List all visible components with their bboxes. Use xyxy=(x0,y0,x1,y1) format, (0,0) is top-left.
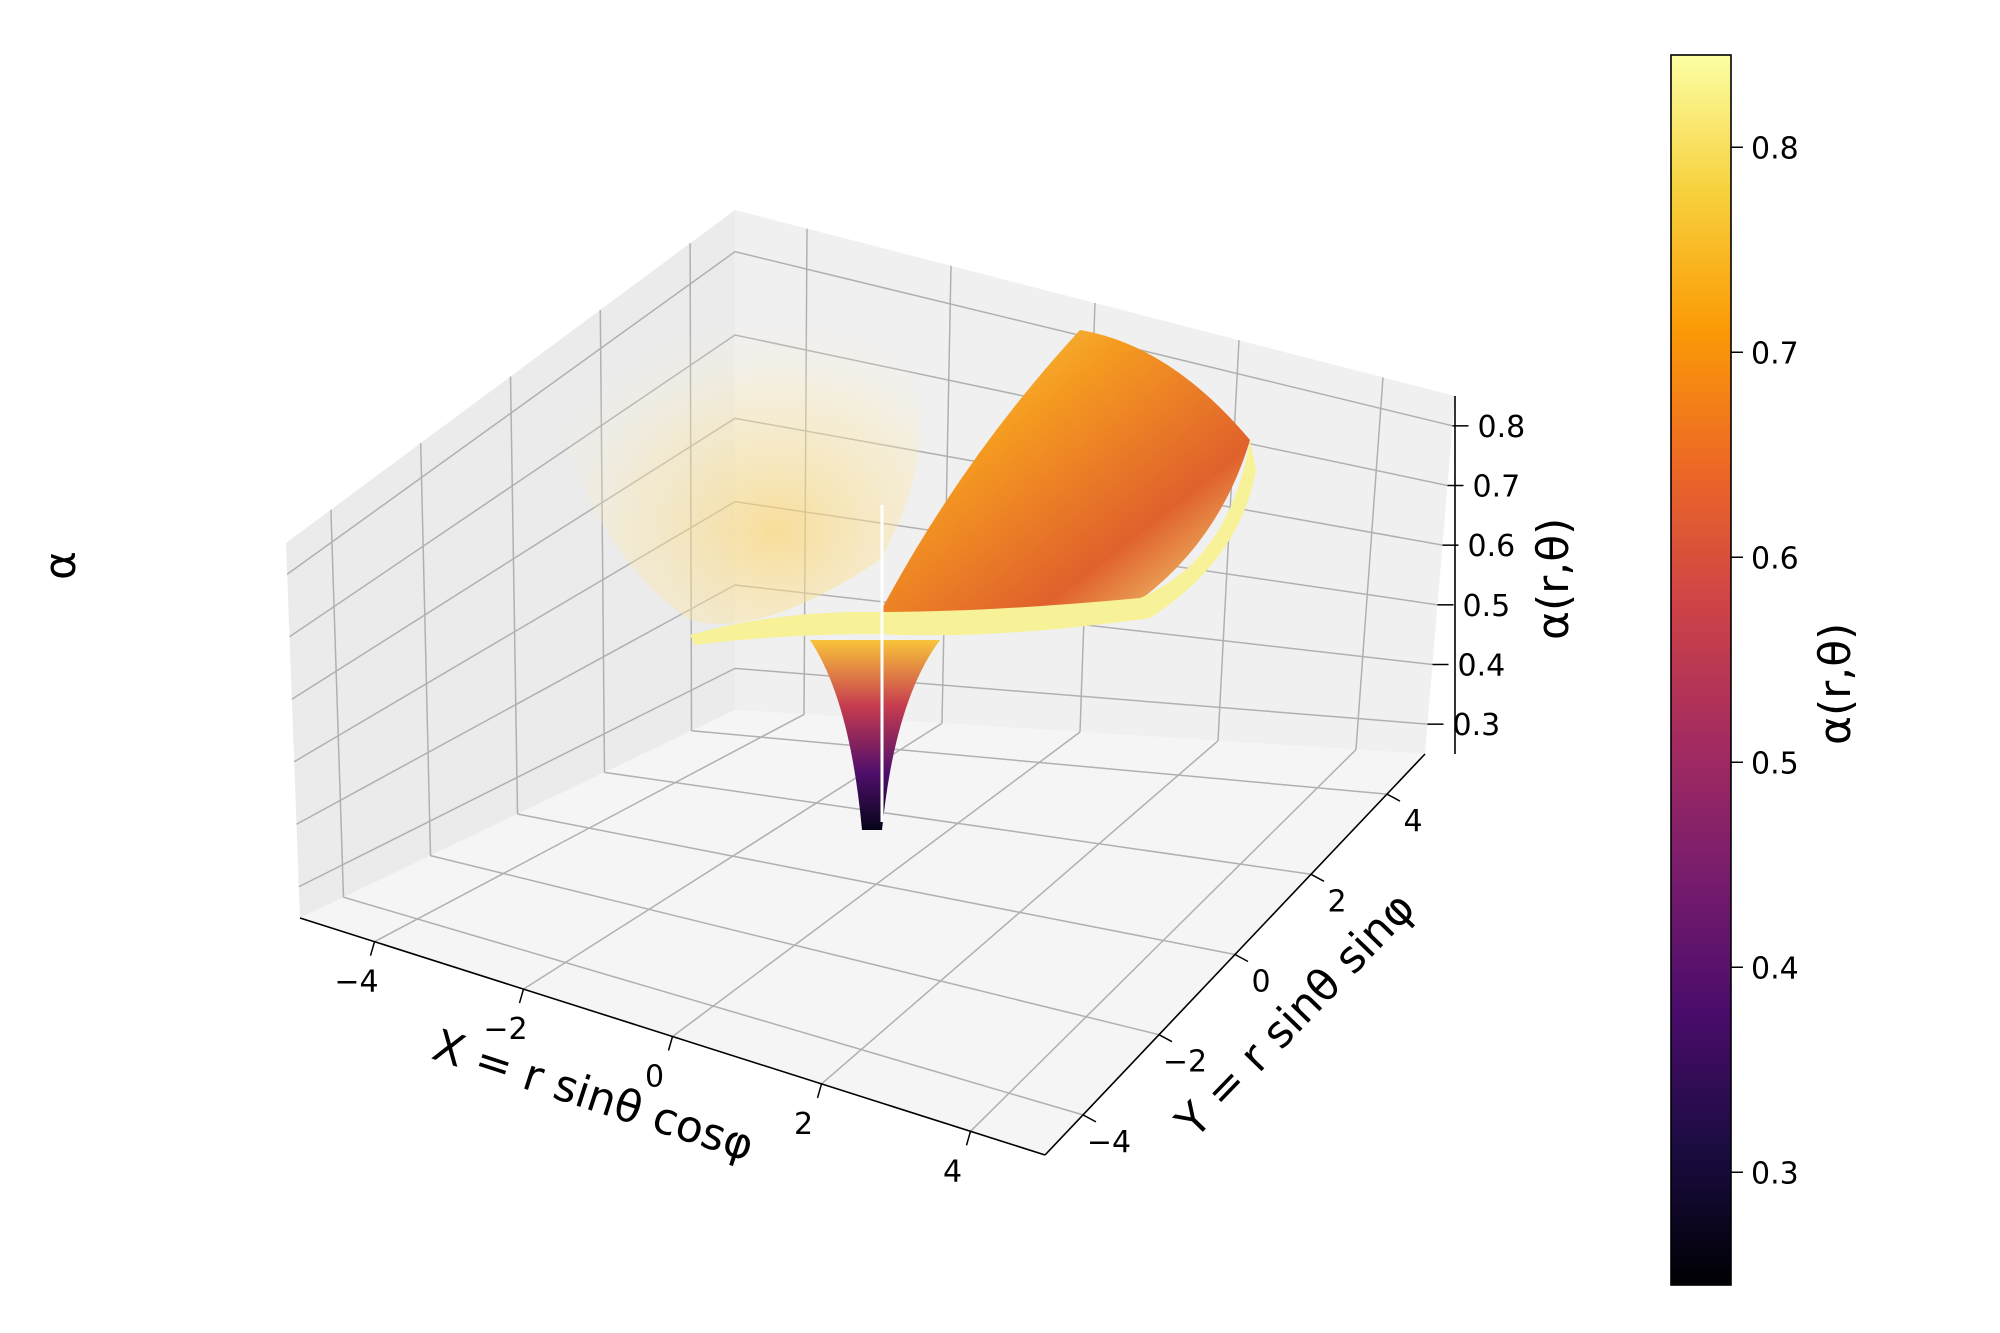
y-gridline xyxy=(430,854,1160,1036)
z-axis-ticks: 0.3 0.4 0.5 0.6 0.7 0.8 xyxy=(1427,410,1526,743)
y-tick-mark xyxy=(1234,953,1249,963)
y-tick-label: −4 xyxy=(1087,1125,1131,1160)
y-axis-ticks: −4 −2 0 2 4 xyxy=(1082,793,1423,1160)
surface-wedge xyxy=(876,330,1250,620)
colorbar-tick-label: 0.4 xyxy=(1751,951,1799,986)
y-tick-mark xyxy=(1082,1114,1097,1123)
z-gridline xyxy=(298,667,1428,888)
colorbar-fill xyxy=(1670,54,1732,1286)
x-tick-mark xyxy=(518,988,525,1004)
y-wall-gridline xyxy=(419,443,432,856)
colorbar-tick-label: 0.7 xyxy=(1751,336,1799,371)
y-wall-gridline xyxy=(509,376,519,815)
z-tick-label: 0.6 xyxy=(1468,529,1516,564)
x-wall-gridline xyxy=(1355,377,1384,750)
colorbar-label: α(r,θ) xyxy=(1810,623,1861,745)
x-tick-label: 4 xyxy=(943,1154,962,1189)
x-tick-label: 2 xyxy=(794,1107,813,1142)
y-tick-label: 0 xyxy=(1251,965,1270,1000)
colorbar-tick-label: 0.5 xyxy=(1751,746,1799,781)
z-tick-label: 0.3 xyxy=(1453,708,1501,743)
x-axis-ticks: −4 −2 0 2 4 xyxy=(334,941,972,1189)
y-gridline xyxy=(517,813,1236,956)
y-tick-label: −2 xyxy=(1163,1045,1207,1080)
x-tick-mark xyxy=(369,941,376,956)
y-tick-mark xyxy=(1158,1034,1173,1043)
x-tick-mark xyxy=(816,1083,823,1099)
floor-pane xyxy=(300,710,1425,1155)
colorbar-ticks: 0.3 0.4 0.5 0.6 0.7 0.8 xyxy=(1731,131,1799,1191)
surface-rim xyxy=(690,440,1256,645)
y-tick-label: 4 xyxy=(1403,804,1422,839)
x-tick-label: 0 xyxy=(645,1060,664,1095)
surface-funnel xyxy=(810,640,940,830)
x-wall-gridline xyxy=(941,265,952,724)
z-tick-label: 0.4 xyxy=(1458,649,1506,684)
side-label: α xyxy=(35,551,86,580)
x-tick-label: −2 xyxy=(483,1012,527,1047)
y-gridline xyxy=(343,896,1084,1116)
z-tick-label: 0.7 xyxy=(1473,470,1521,505)
surface xyxy=(560,314,1256,830)
y-tick-mark xyxy=(1310,873,1325,882)
x-tick-mark xyxy=(965,1131,972,1146)
x-tick-mark xyxy=(667,1036,674,1051)
colorbar: 0.3 0.4 0.5 0.6 0.7 0.8 α(r,θ) xyxy=(1670,54,1861,1286)
colorbar-tick-label: 0.3 xyxy=(1751,1156,1799,1191)
z-axis-label: α(r,θ) xyxy=(1528,518,1579,640)
y-tick-mark xyxy=(1386,793,1401,802)
colorbar-tick-label: 0.6 xyxy=(1751,541,1799,576)
y-gridline xyxy=(604,771,1312,876)
colorbar-tick-label: 0.8 xyxy=(1751,131,1799,166)
y-tick-label: 2 xyxy=(1327,884,1346,919)
z-tick-label: 0.5 xyxy=(1463,589,1511,624)
surface-haze xyxy=(560,314,920,624)
y-wall-gridline xyxy=(330,509,345,898)
z-gridline xyxy=(286,250,1453,575)
y-gridline xyxy=(691,730,1388,795)
x-tick-label: −4 xyxy=(334,965,378,1000)
z-tick-label: 0.8 xyxy=(1478,410,1526,445)
